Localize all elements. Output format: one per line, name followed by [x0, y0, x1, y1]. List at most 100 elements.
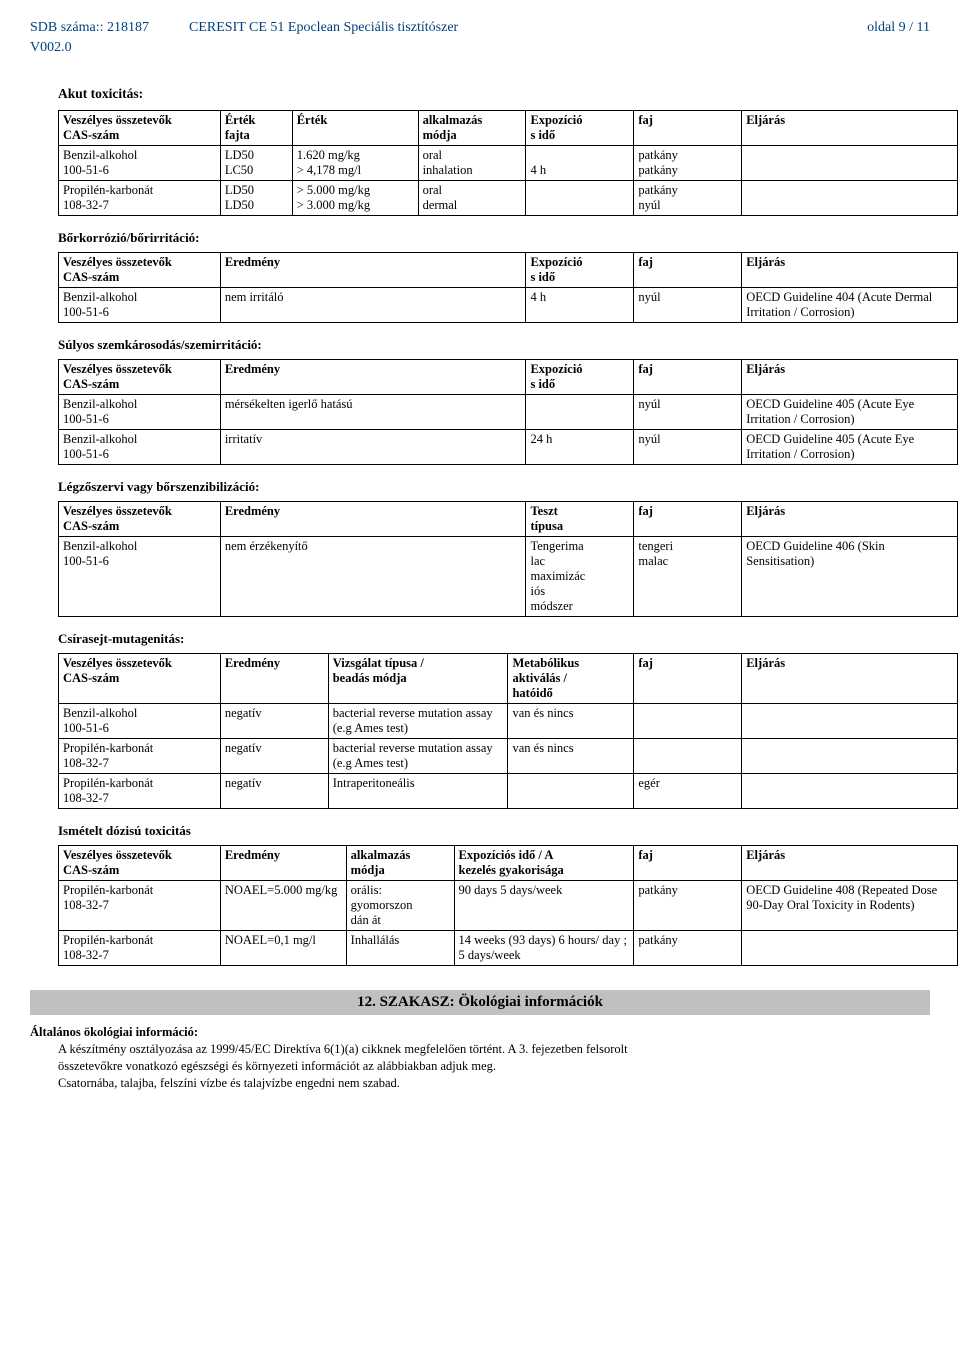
td: Benzil-alkohol100-51-6 — [59, 146, 221, 181]
th: Veszélyes összetevőkCAS-szám — [59, 502, 221, 537]
td — [526, 181, 634, 216]
td: negatív — [220, 739, 328, 774]
th: Eredmény — [220, 502, 526, 537]
td: LD50LD50 — [220, 181, 292, 216]
th: Értékfajta — [220, 111, 292, 146]
td: mérsékelten igerlő hatású — [220, 395, 526, 430]
td: negatív — [220, 704, 328, 739]
th: Eredmény — [220, 253, 526, 288]
td: OECD Guideline 404 (Acute Dermal Irritat… — [742, 288, 958, 323]
th: Eljárás — [742, 360, 958, 395]
td: Benzil-alkohol100-51-6 — [59, 704, 221, 739]
td: Intraperitoneális — [328, 774, 508, 809]
th: faj — [634, 253, 742, 288]
td: Benzil-alkohol100-51-6 — [59, 288, 221, 323]
th: Eredmény — [220, 846, 346, 881]
th: faj — [634, 111, 742, 146]
section-sensitisation: Légzőszervi vagy bőrszenzibilizáció: — [58, 479, 930, 495]
th: Vizsgálat típusa /beadás módja — [328, 654, 508, 704]
th: Teszttípusa — [526, 502, 634, 537]
th: Veszélyes összetevőkCAS-szám — [59, 654, 221, 704]
th: Érték — [292, 111, 418, 146]
td: 1.620 mg/kg> 4,178 mg/l — [292, 146, 418, 181]
th: Veszélyes összetevőkCAS-szám — [59, 360, 221, 395]
td: Benzil-alkohol100-51-6 — [59, 395, 221, 430]
th: Eljárás — [742, 502, 958, 537]
td: nyúl — [634, 288, 742, 323]
th: Eljárás — [742, 654, 958, 704]
td: oraldermal — [418, 181, 526, 216]
th: faj — [634, 360, 742, 395]
td — [526, 395, 634, 430]
th: Eljárás — [742, 846, 958, 881]
th: Expozíciós idő — [526, 111, 634, 146]
td — [634, 739, 742, 774]
td: van és nincs — [508, 739, 634, 774]
th: Veszélyes összetevőkCAS-szám — [59, 846, 221, 881]
td: orális:gyomorszondán át — [346, 881, 454, 931]
td: Tengerimalacmaximizációsmódszer — [526, 537, 634, 617]
page-header: SDB száma:: 218187 CERESIT CE 51 Epoclea… — [30, 20, 930, 36]
th: faj — [634, 502, 742, 537]
section-eye-damage: Súlyos szemkárosodás/szemirritáció: — [58, 337, 930, 353]
td: van és nincs — [508, 704, 634, 739]
eco-subheading: Általános ökológiai információ: — [30, 1025, 930, 1040]
th: Expozíciós idő — [526, 360, 634, 395]
th: Eljárás — [742, 111, 958, 146]
td: 14 weeks (93 days) 6 hours/ day ; 5 days… — [454, 931, 634, 966]
section-repeat-dose: Ismételt dózisú toxicitás — [58, 823, 930, 839]
th: faj — [634, 654, 742, 704]
td: Propilén-karbonát108-32-7 — [59, 931, 221, 966]
th: faj — [634, 846, 742, 881]
td: nyúl — [634, 395, 742, 430]
td: 4 h — [526, 146, 634, 181]
section-acute-toxicity: Akut toxicitás: — [58, 86, 930, 102]
td — [634, 704, 742, 739]
table-acute-toxicity: Veszélyes összetevőkCAS-szám Értékfajta … — [58, 110, 958, 216]
td: Benzil-alkohol100-51-6 — [59, 430, 221, 465]
eco-text-3: Csatornába, talajba, felszíni vízbe és t… — [58, 1076, 930, 1091]
table-eye-damage: Veszélyes összetevőkCAS-szám Eredmény Ex… — [58, 359, 958, 465]
table-mutagenicity: Veszélyes összetevőkCAS-szám Eredmény Vi… — [58, 653, 958, 809]
td — [742, 739, 958, 774]
td: nem érzékenyítő — [220, 537, 526, 617]
th: Eredmény — [220, 654, 328, 704]
td: bacterial reverse mutation assay (e.g Am… — [328, 704, 508, 739]
td — [742, 704, 958, 739]
td: patkánypatkány — [634, 146, 742, 181]
td: tengerimalac — [634, 537, 742, 617]
product-name: CERESIT CE 51 Epoclean Speciális tisztít… — [149, 20, 867, 36]
th: Veszélyes összetevőkCAS-szám — [59, 253, 221, 288]
td: 24 h — [526, 430, 634, 465]
td: oralinhalation — [418, 146, 526, 181]
page-number: oldal 9 / 11 — [867, 20, 930, 36]
th: Eljárás — [742, 253, 958, 288]
td: Benzil-alkohol100-51-6 — [59, 537, 221, 617]
td: irritatív — [220, 430, 526, 465]
th: Expozíciós idő — [526, 253, 634, 288]
td: bacterial reverse mutation assay (e.g Am… — [328, 739, 508, 774]
th: Veszélyes összetevőkCAS-szám — [59, 111, 221, 146]
section-skin-corrosion: Bőrkorrózió/bőrirritáció: — [58, 230, 930, 246]
td — [742, 931, 958, 966]
td: nem irritáló — [220, 288, 526, 323]
td — [742, 146, 958, 181]
td: OECD Guideline 408 (Repeated Dose 90-Day… — [742, 881, 958, 931]
td: 4 h — [526, 288, 634, 323]
td — [742, 774, 958, 809]
td: patkánynyúl — [634, 181, 742, 216]
th: Metabólikusaktiválás /hatóidő — [508, 654, 634, 704]
th: Expozíciós idő / Akezelés gyakorisága — [454, 846, 634, 881]
td: Inhallálás — [346, 931, 454, 966]
td: patkány — [634, 931, 742, 966]
td: NOAEL=0,1 mg/l — [220, 931, 346, 966]
td: > 5.000 mg/kg> 3.000 mg/kg — [292, 181, 418, 216]
table-repeat-dose: Veszélyes összetevőkCAS-szám Eredmény al… — [58, 845, 958, 966]
td — [508, 774, 634, 809]
eco-text-1: A készítmény osztályozása az 1999/45/EC … — [58, 1042, 930, 1057]
td: OECD Guideline 405 (Acute Eye Irritation… — [742, 430, 958, 465]
td: Propilén-karbonát108-32-7 — [59, 881, 221, 931]
th: Eredmény — [220, 360, 526, 395]
section-12-bar: 12. SZAKASZ: Ökológiai információk — [30, 990, 930, 1015]
th: alkalmazásmódja — [418, 111, 526, 146]
